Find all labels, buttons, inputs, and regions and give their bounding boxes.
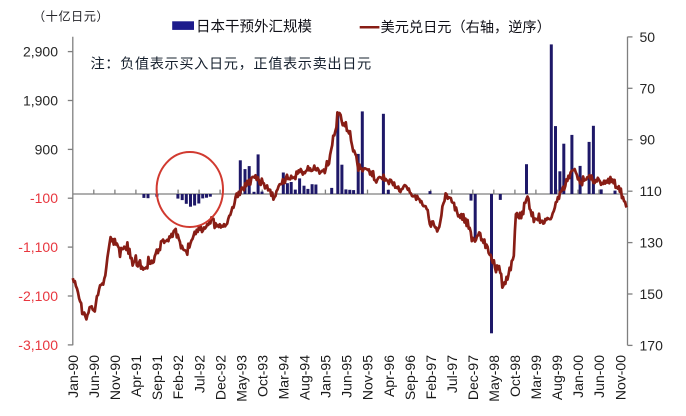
svg-text:Jul-92: Jul-92: [191, 355, 207, 393]
svg-text:Feb-92: Feb-92: [170, 355, 186, 400]
svg-text:Jul-97: Jul-97: [444, 355, 460, 393]
svg-text:Dec-92: Dec-92: [212, 355, 228, 400]
svg-text:-100: -100: [30, 190, 58, 206]
svg-text:May-98: May-98: [486, 355, 502, 402]
svg-text:日本干预外汇规模: 日本干预外汇规模: [196, 19, 312, 36]
svg-text:90: 90: [640, 132, 656, 148]
svg-text:Dec-97: Dec-97: [465, 355, 481, 400]
svg-text:（十亿日元）: （十亿日元）: [33, 9, 109, 24]
svg-text:Oct-98: Oct-98: [507, 355, 523, 397]
svg-text:-2,100: -2,100: [18, 288, 58, 304]
svg-text:50: 50: [640, 29, 656, 45]
svg-text:150: 150: [640, 286, 664, 302]
svg-text:-3,100: -3,100: [18, 337, 58, 353]
svg-text:900: 900: [35, 141, 59, 157]
svg-text:Nov-95: Nov-95: [360, 355, 376, 400]
svg-text:2,900: 2,900: [23, 44, 58, 60]
svg-text:Oct-93: Oct-93: [254, 355, 270, 397]
svg-text:130: 130: [640, 235, 664, 251]
svg-text:美元兑日元（右轴，逆序）: 美元兑日元（右轴，逆序）: [381, 20, 551, 36]
svg-text:Jun-95: Jun-95: [339, 355, 355, 398]
svg-text:Jan-90: Jan-90: [65, 355, 81, 398]
svg-text:Aug-99: Aug-99: [549, 355, 565, 400]
svg-text:Nov-90: Nov-90: [107, 355, 123, 400]
svg-text:Mar-94: Mar-94: [276, 355, 292, 400]
svg-text:170: 170: [640, 337, 664, 353]
svg-text:70: 70: [640, 80, 656, 96]
svg-text:110: 110: [640, 183, 663, 199]
svg-text:Jun-90: Jun-90: [86, 355, 102, 398]
svg-text:Jun-00: Jun-00: [591, 355, 607, 398]
svg-text:注：负值表示买入日元，正值表示卖出日元: 注：负值表示买入日元，正值表示卖出日元: [91, 57, 372, 73]
svg-text:Jan-95: Jan-95: [318, 355, 334, 398]
svg-text:Feb-97: Feb-97: [423, 355, 439, 400]
svg-text:Apr-96: Apr-96: [381, 355, 397, 397]
svg-text:Sep-91: Sep-91: [149, 355, 165, 400]
svg-text:Jan-00: Jan-00: [570, 355, 586, 398]
svg-text:-1,100: -1,100: [18, 239, 58, 255]
svg-text:1,900: 1,900: [23, 93, 58, 109]
svg-text:Nov-00: Nov-00: [612, 355, 628, 400]
svg-text:Mar-99: Mar-99: [528, 355, 544, 400]
svg-text:Apr-91: Apr-91: [128, 355, 144, 397]
svg-text:May-93: May-93: [233, 355, 249, 402]
svg-text:Sep-96: Sep-96: [402, 355, 418, 400]
svg-text:Aug-94: Aug-94: [297, 355, 313, 400]
